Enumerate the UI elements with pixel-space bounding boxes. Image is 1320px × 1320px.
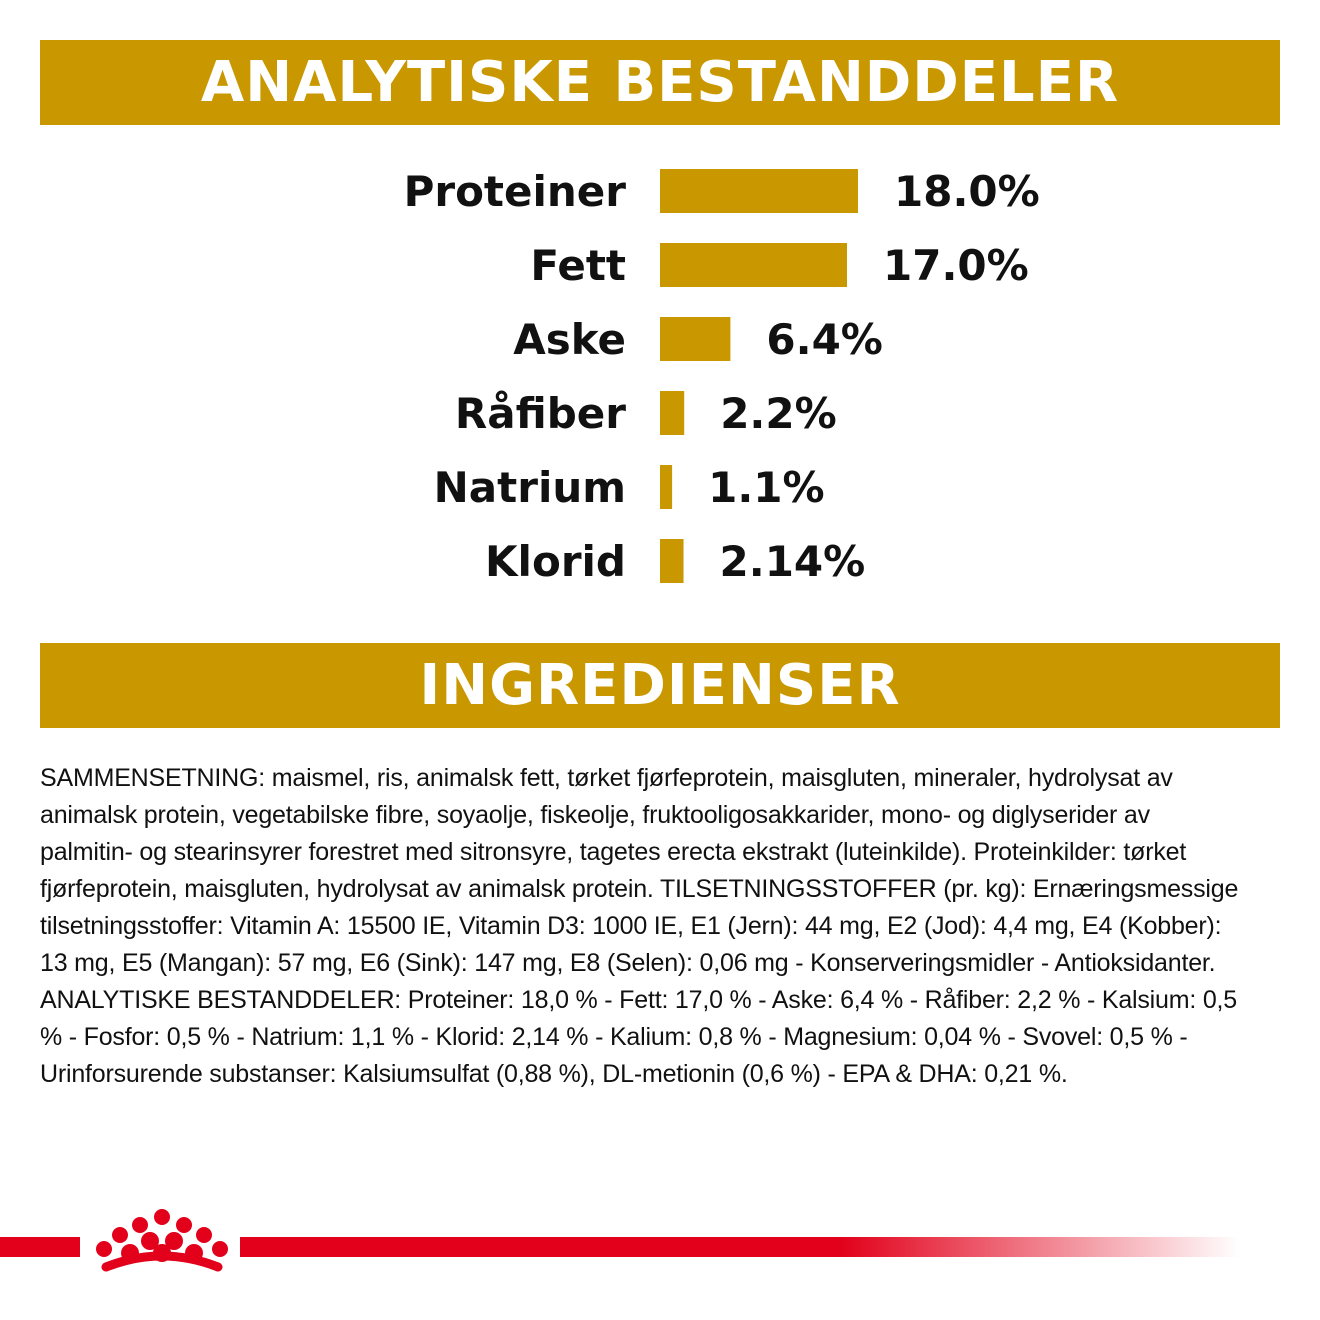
ingredients-line: Urinforsurende substanser: Kalsiumsulfat…	[40, 1060, 1068, 1088]
ingredients-line: % - Fosfor: 0,5 % - Natrium: 1,1 % - Klo…	[40, 1023, 1188, 1051]
ingredients-heading-banner: INGREDIENSER	[40, 643, 1280, 728]
footer-red-line-right	[240, 1237, 1240, 1257]
value-label: 6.4%	[766, 315, 882, 364]
analytical-heading-banner: ANALYTISKE BESTANDDELER	[40, 40, 1280, 125]
category-label: Råfiber	[455, 389, 626, 438]
category-label: Proteiner	[404, 167, 627, 216]
footer-red-line-left	[0, 1237, 80, 1257]
value-label: 17.0%	[883, 241, 1029, 290]
ingredients-line: ANALYTISKE BESTANDDELER: Proteiner: 18,0…	[40, 986, 1238, 1014]
bar	[660, 465, 673, 509]
bar	[660, 317, 731, 361]
ingredients-line: tilsetningsstoffer: Vitamin A: 15500 IE,…	[40, 912, 1222, 940]
bar	[660, 243, 847, 287]
value-label: 2.14%	[720, 537, 866, 586]
value-label: 2.2%	[720, 389, 836, 438]
ingredients-line: SAMMENSETNING: maismel, ris, animalsk fe…	[40, 764, 1173, 792]
crown-icon	[96, 1209, 228, 1272]
value-label: 1.1%	[708, 463, 824, 512]
ingredients-line: 13 mg, E5 (Mangan): 57 mg, E6 (Sink): 14…	[40, 949, 1216, 977]
category-label: Fett	[530, 241, 626, 290]
ingredients-line: palmitin- og stearinsyrer forestret med …	[40, 838, 1187, 866]
value-label: 18.0%	[894, 167, 1040, 216]
ingredients-line: animalsk protein, vegetabilske fibre, so…	[40, 801, 1150, 829]
category-label: Aske	[513, 315, 626, 364]
category-label: Natrium	[434, 463, 626, 512]
category-label: Klorid	[485, 537, 626, 586]
bar	[660, 539, 684, 583]
ingredients-heading: INGREDIENSER	[419, 653, 901, 718]
ingredients-text: SAMMENSETNING: maismel, ris, animalsk fe…	[40, 760, 1285, 1093]
analytical-heading: ANALYTISKE BESTANDDELER	[200, 50, 1120, 115]
ingredients-line: fjørfeprotein, maisgluten, hydrolysat av…	[40, 875, 1239, 903]
bar	[660, 391, 685, 435]
bar	[660, 169, 858, 213]
analytical-bar-chart: Proteiner 18.0% Fett 17.0% Aske 6.4% Råfiber 2.…	[404, 167, 1040, 586]
